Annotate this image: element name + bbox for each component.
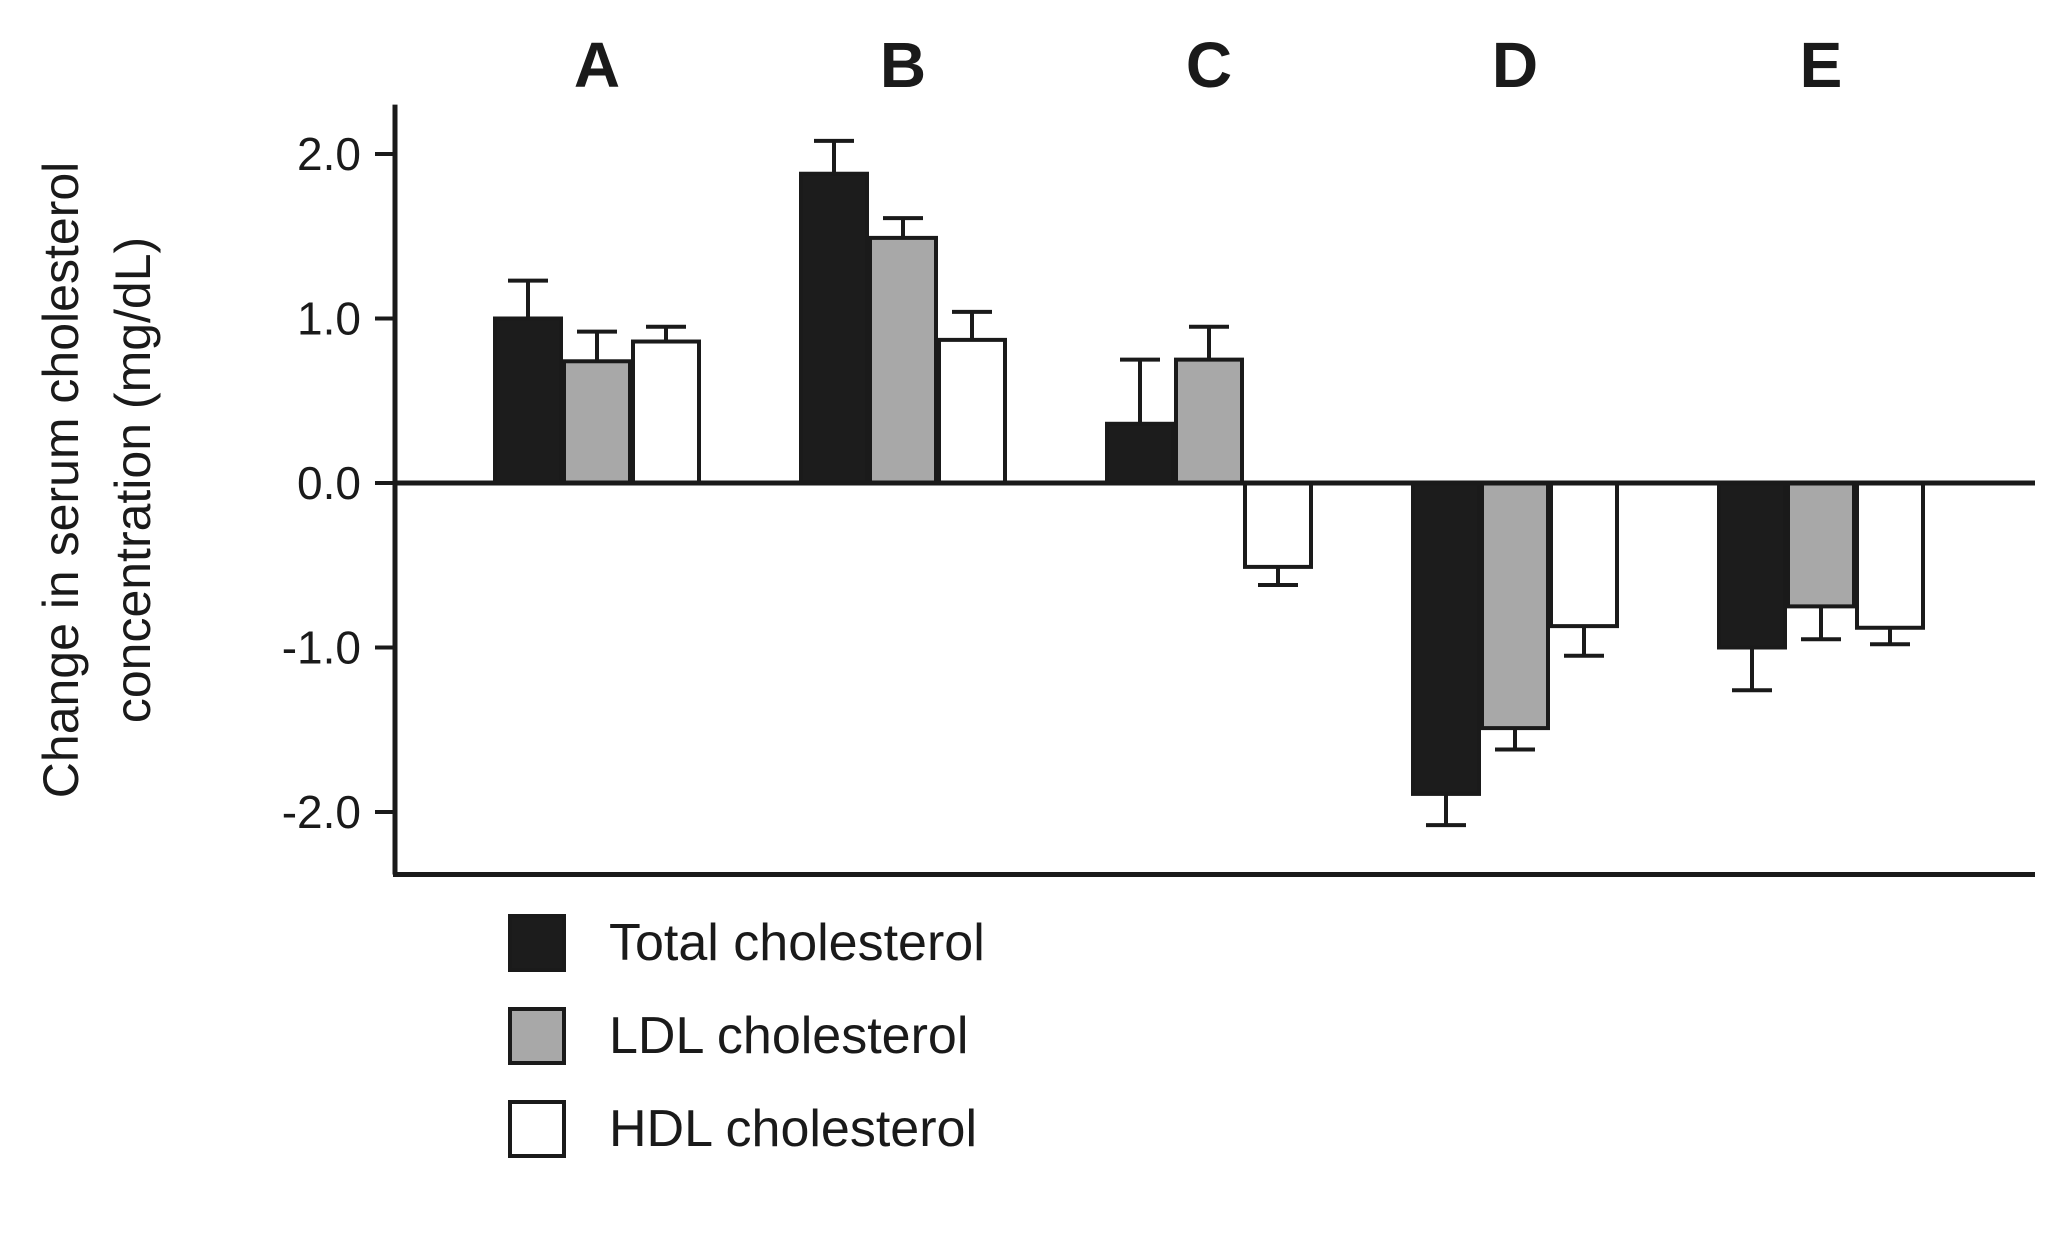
legend: Total cholesterol LDL cholesterol HDL chol… <box>508 914 985 1158</box>
bar-d-series-1 <box>1480 481 1550 731</box>
error-bars-layer <box>508 138 1910 828</box>
y-axis-label: Change in serum cholesterol concentratio… <box>33 162 161 798</box>
y-axis-label-line2: concentration (mg/dL) <box>105 237 161 723</box>
category-label-d: D <box>1492 29 1538 101</box>
y-axis-label-line1: Change in serum cholesterol <box>33 162 89 798</box>
y-tick-label: -2.0 <box>282 786 361 838</box>
bar-c-series-2 <box>1243 481 1313 569</box>
legend-swatch <box>508 1007 566 1065</box>
bar-e-series-0 <box>1717 481 1787 650</box>
error-bar-c-series-2 <box>1258 566 1298 587</box>
bar-a-series-1 <box>562 359 632 485</box>
legend-item-0: Total cholesterol <box>508 914 985 972</box>
category-label-a: A <box>574 29 620 101</box>
error-bar-d-series-0 <box>1426 793 1466 828</box>
error-bar-d-series-2 <box>1564 626 1604 658</box>
y-tick-label: 0.0 <box>297 457 361 509</box>
error-bar-c-series-0 <box>1120 357 1160 424</box>
error-bar-e-series-1 <box>1801 606 1841 642</box>
error-bar-d-series-1 <box>1495 728 1535 752</box>
axes <box>392 104 2035 878</box>
legend-swatch <box>508 914 566 972</box>
bar-d-series-0 <box>1411 481 1481 796</box>
error-bar-a-series-0 <box>508 278 548 319</box>
bar-a-series-0 <box>493 316 563 485</box>
y-tick-label: 2.0 <box>297 128 361 180</box>
category-label-e: E <box>1800 29 1843 101</box>
error-bar-e-series-0 <box>1732 647 1772 693</box>
bar-b-series-0 <box>799 171 869 486</box>
bar-e-series-1 <box>1786 481 1856 609</box>
bar-b-series-1 <box>868 235 938 485</box>
error-bar-a-series-1 <box>577 329 617 362</box>
error-bar-b-series-1 <box>883 216 923 238</box>
error-bar-a-series-2 <box>646 324 686 342</box>
category-label-b: B <box>880 29 926 101</box>
error-bar-b-series-0 <box>814 138 854 174</box>
bar-a-series-2 <box>631 339 701 485</box>
bar-d-series-2 <box>1549 481 1619 629</box>
legend-label: Total cholesterol <box>609 914 985 972</box>
error-bar-e-series-2 <box>1870 627 1910 647</box>
error-bar-c-series-1 <box>1189 324 1229 360</box>
y-tick-label: 1.0 <box>297 293 361 345</box>
legend-label: HDL cholesterol <box>609 1100 977 1158</box>
error-bar-b-series-2 <box>952 309 992 340</box>
legend-swatch <box>508 1100 566 1158</box>
category-labels: A B C D E <box>574 29 1842 101</box>
bar-e-series-2 <box>1855 481 1925 630</box>
category-label-c: C <box>1186 29 1232 101</box>
bar-b-series-2 <box>937 337 1007 486</box>
legend-item-1: LDL cholesterol <box>508 1007 968 1065</box>
legend-item-2: HDL cholesterol <box>508 1100 977 1158</box>
bar-c-series-0 <box>1105 421 1175 485</box>
y-ticks: 2.0 1.0 0.0 -1.0 -2.0 <box>282 128 395 838</box>
bar-c-series-1 <box>1174 357 1244 485</box>
legend-label: LDL cholesterol <box>609 1007 968 1065</box>
y-tick-label: -1.0 <box>282 622 361 674</box>
